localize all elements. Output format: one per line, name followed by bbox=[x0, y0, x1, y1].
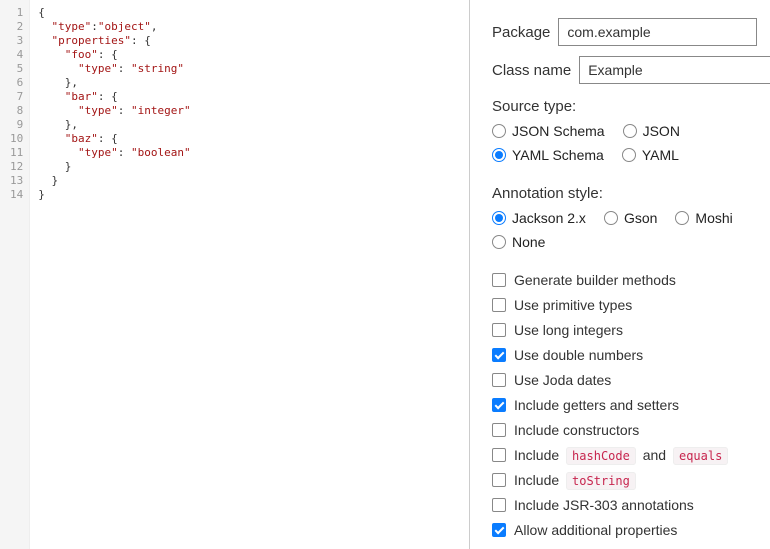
classname-row: Class name bbox=[492, 56, 756, 84]
checkbox-row-9[interactable]: Include JSR-303 annotations bbox=[492, 497, 756, 513]
source-type-option-2[interactable]: YAML Schema bbox=[492, 147, 604, 163]
checkbox-icon bbox=[492, 323, 506, 337]
source-type-label: Source type: bbox=[492, 98, 756, 115]
checkbox-label: Include getters and setters bbox=[514, 397, 679, 413]
annotation-style-label: Annotation style: bbox=[492, 185, 756, 202]
classname-label: Class name bbox=[492, 62, 571, 79]
checkbox-label: Use Joda dates bbox=[514, 372, 611, 388]
source-type-option-0[interactable]: JSON Schema bbox=[492, 123, 605, 139]
checkbox-label: Use long integers bbox=[514, 322, 623, 338]
checkbox-icon bbox=[492, 298, 506, 312]
radio-label: JSON bbox=[643, 123, 680, 139]
radio-label: JSON Schema bbox=[512, 123, 605, 139]
radio-label: YAML bbox=[642, 147, 679, 163]
inline-code: equals bbox=[673, 447, 728, 465]
package-row: Package bbox=[492, 18, 756, 46]
radio-label: YAML Schema bbox=[512, 147, 604, 163]
checkbox-row-6[interactable]: Include constructors bbox=[492, 422, 756, 438]
radio-icon bbox=[622, 148, 636, 162]
checkbox-icon bbox=[492, 423, 506, 437]
source-type-options: JSON Schema JSON YAML Schema YAML bbox=[492, 123, 756, 171]
line-numbers: 1234567891011121314 bbox=[0, 0, 30, 549]
checkbox-icon bbox=[492, 398, 506, 412]
checkbox-icon bbox=[492, 523, 506, 537]
radio-label: None bbox=[512, 234, 545, 250]
checkbox-label: Include toString bbox=[514, 472, 639, 488]
checkbox-row-2[interactable]: Use long integers bbox=[492, 322, 756, 338]
checkbox-icon bbox=[492, 373, 506, 387]
source-type-option-3[interactable]: YAML bbox=[622, 147, 679, 163]
checkbox-label: Generate builder methods bbox=[514, 272, 676, 288]
code-editor[interactable]: { "type":"object", "properties": { "foo"… bbox=[30, 0, 198, 549]
annotation-style-option-1[interactable]: Gson bbox=[604, 210, 657, 226]
editor-panel: 1234567891011121314 { "type":"object", "… bbox=[0, 0, 470, 549]
radio-label: Moshi bbox=[695, 210, 732, 226]
checkbox-row-0[interactable]: Generate builder methods bbox=[492, 272, 756, 288]
checkbox-label: Include hashCode and equals bbox=[514, 447, 731, 463]
checkbox-icon bbox=[492, 273, 506, 287]
radio-icon bbox=[492, 148, 506, 162]
checkbox-row-1[interactable]: Use primitive types bbox=[492, 297, 756, 313]
checkbox-icon bbox=[492, 498, 506, 512]
inline-code: toString bbox=[566, 472, 636, 490]
inline-code: hashCode bbox=[566, 447, 636, 465]
package-label: Package bbox=[492, 24, 550, 41]
checkbox-icon bbox=[492, 448, 506, 462]
checkbox-icon bbox=[492, 348, 506, 362]
options-panel: Package Class name Source type: JSON Sch… bbox=[470, 0, 770, 549]
radio-icon bbox=[604, 211, 618, 225]
checkbox-label: Include JSR-303 annotations bbox=[514, 497, 694, 513]
checkbox-row-10[interactable]: Allow additional properties bbox=[492, 522, 756, 538]
source-type-option-1[interactable]: JSON bbox=[623, 123, 680, 139]
radio-icon bbox=[492, 124, 506, 138]
radio-label: Gson bbox=[624, 210, 657, 226]
annotation-style-options: Jackson 2.x Gson Moshi None bbox=[492, 210, 756, 258]
checkbox-icon bbox=[492, 473, 506, 487]
checkbox-label: Allow additional properties bbox=[514, 522, 677, 538]
annotation-style-option-3[interactable]: None bbox=[492, 234, 545, 250]
radio-icon bbox=[492, 211, 506, 225]
annotation-style-option-2[interactable]: Moshi bbox=[675, 210, 732, 226]
checkbox-row-3[interactable]: Use double numbers bbox=[492, 347, 756, 363]
annotation-style-option-0[interactable]: Jackson 2.x bbox=[492, 210, 586, 226]
checkbox-label: Use primitive types bbox=[514, 297, 632, 313]
checkbox-row-7[interactable]: Include hashCode and equals bbox=[492, 447, 756, 463]
checkbox-label: Include constructors bbox=[514, 422, 639, 438]
checkbox-label: Use double numbers bbox=[514, 347, 643, 363]
checkbox-row-8[interactable]: Include toString bbox=[492, 472, 756, 488]
package-input[interactable] bbox=[558, 18, 757, 46]
radio-icon bbox=[492, 235, 506, 249]
radio-icon bbox=[623, 124, 637, 138]
radio-label: Jackson 2.x bbox=[512, 210, 586, 226]
checkbox-list: Generate builder methods Use primitive ty… bbox=[492, 272, 756, 538]
checkbox-row-5[interactable]: Include getters and setters bbox=[492, 397, 756, 413]
classname-input[interactable] bbox=[579, 56, 770, 84]
checkbox-row-4[interactable]: Use Joda dates bbox=[492, 372, 756, 388]
radio-icon bbox=[675, 211, 689, 225]
